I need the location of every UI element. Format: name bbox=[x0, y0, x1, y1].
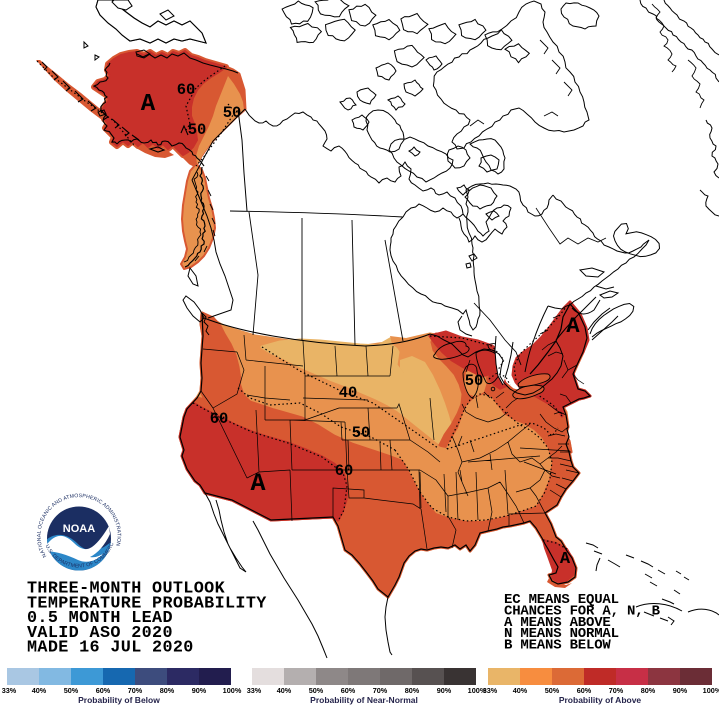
svg-text:90%: 90% bbox=[192, 686, 207, 695]
svg-text:A: A bbox=[141, 91, 156, 118]
svg-text:0.5 MONTH LEAD: 0.5 MONTH LEAD bbox=[27, 609, 173, 628]
svg-text:NOAA: NOAA bbox=[63, 523, 95, 535]
svg-text:MADE 16 JUL 2020: MADE 16 JUL 2020 bbox=[27, 639, 194, 658]
svg-text:80%: 80% bbox=[405, 686, 420, 695]
svg-text:A MEANS ABOVE: A MEANS ABOVE bbox=[504, 615, 611, 631]
svg-text:33%: 33% bbox=[247, 686, 262, 695]
svg-text:70%: 70% bbox=[373, 686, 388, 695]
svg-text:90%: 90% bbox=[437, 686, 452, 695]
svg-text:50%: 50% bbox=[309, 686, 324, 695]
svg-text:50: 50 bbox=[223, 104, 242, 122]
svg-text:Probability of Near-Normal: Probability of Near-Normal bbox=[310, 695, 418, 705]
svg-text:THREE-MONTH OUTLOOK: THREE-MONTH OUTLOOK bbox=[27, 580, 226, 599]
svg-text:50: 50 bbox=[188, 121, 207, 139]
svg-text:B MEANS BELOW: B MEANS BELOW bbox=[504, 638, 611, 654]
svg-text:Probability of Above: Probability of Above bbox=[559, 695, 642, 705]
svg-text:60: 60 bbox=[177, 81, 196, 99]
svg-text:EC MEANS EQUAL: EC MEANS EQUAL bbox=[504, 592, 619, 608]
svg-text:CHANCES FOR A, N, B: CHANCES FOR A, N, B bbox=[504, 603, 661, 619]
svg-text:33%: 33% bbox=[2, 686, 17, 695]
svg-text:Probability of Below: Probability of Below bbox=[78, 695, 160, 705]
svg-text:50: 50 bbox=[465, 372, 484, 390]
svg-text:40%: 40% bbox=[277, 686, 292, 695]
svg-text:90%: 90% bbox=[673, 686, 688, 695]
svg-text:70%: 70% bbox=[609, 686, 624, 695]
svg-text:80%: 80% bbox=[641, 686, 656, 695]
svg-text:60%: 60% bbox=[96, 686, 111, 695]
svg-text:60: 60 bbox=[210, 410, 229, 428]
svg-text:100%: 100% bbox=[468, 686, 487, 695]
svg-text:A: A bbox=[560, 550, 571, 569]
svg-text:50%: 50% bbox=[64, 686, 79, 695]
svg-text:100%: 100% bbox=[703, 686, 719, 695]
svg-text:VALID ASO 2020: VALID ASO 2020 bbox=[27, 624, 173, 643]
svg-text:70%: 70% bbox=[128, 686, 143, 695]
svg-text:60%: 60% bbox=[341, 686, 356, 695]
svg-text:33%: 33% bbox=[483, 686, 498, 695]
svg-text:50%: 50% bbox=[545, 686, 560, 695]
svg-text:60: 60 bbox=[335, 462, 354, 480]
svg-text:40%: 40% bbox=[513, 686, 528, 695]
svg-text:A: A bbox=[566, 314, 580, 339]
svg-text:50: 50 bbox=[352, 424, 371, 442]
svg-text:100%: 100% bbox=[223, 686, 242, 695]
svg-text:TEMPERATURE PROBABILITY: TEMPERATURE PROBABILITY bbox=[27, 594, 267, 613]
svg-text:40: 40 bbox=[339, 384, 358, 402]
svg-text:N MEANS NORMAL: N MEANS NORMAL bbox=[504, 626, 619, 642]
svg-text:60%: 60% bbox=[577, 686, 592, 695]
svg-text:40%: 40% bbox=[32, 686, 47, 695]
svg-text:A: A bbox=[250, 469, 265, 498]
svg-text:80%: 80% bbox=[160, 686, 175, 695]
